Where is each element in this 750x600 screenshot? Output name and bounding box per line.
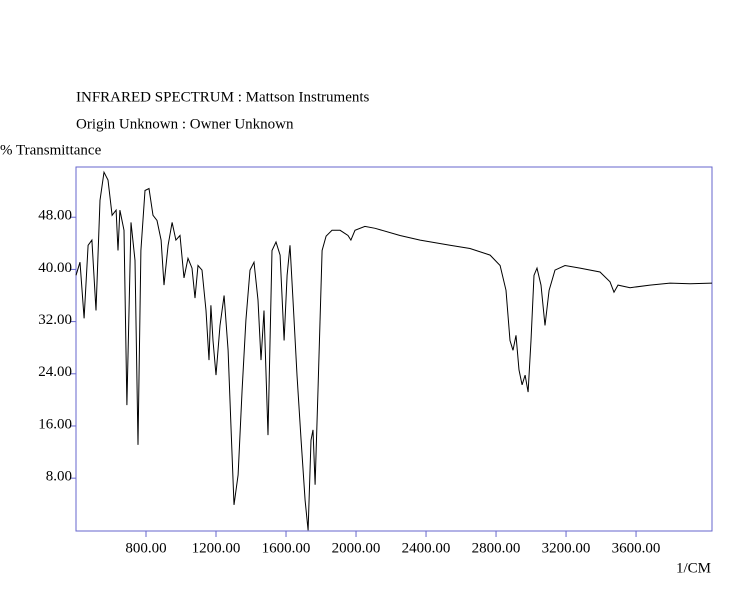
chart-subtitle: Origin Unknown : Owner Unknown xyxy=(76,116,294,132)
plot-frame xyxy=(75,166,713,532)
x-tick-label: 1200.00 xyxy=(192,540,241,556)
x-axis-label: 1/CM xyxy=(676,560,711,576)
y-tick-label: 16.00 xyxy=(38,416,72,432)
chart-title: INFRARED SPECTRUM : Mattson Instruments xyxy=(76,89,370,105)
x-tick-label: 2000.00 xyxy=(332,540,381,556)
y-axis-label: % Transmittance xyxy=(0,142,102,158)
x-tick-label: 1600.00 xyxy=(262,540,311,556)
x-tick-label: 2400.00 xyxy=(402,540,451,556)
spectrum-line xyxy=(75,170,713,531)
x-tick-label: 3600.00 xyxy=(612,540,661,556)
y-tick-label: 40.00 xyxy=(38,260,72,276)
y-tick-label: 32.00 xyxy=(38,312,72,328)
y-tick-label: 24.00 xyxy=(38,364,72,380)
x-tick-label: 800.00 xyxy=(125,540,166,556)
x-tick-label: 2800.00 xyxy=(472,540,521,556)
x-tick-label: 3200.00 xyxy=(542,540,591,556)
y-tick-label: 48.00 xyxy=(38,208,72,224)
y-tick-label: 8.00 xyxy=(46,469,72,485)
